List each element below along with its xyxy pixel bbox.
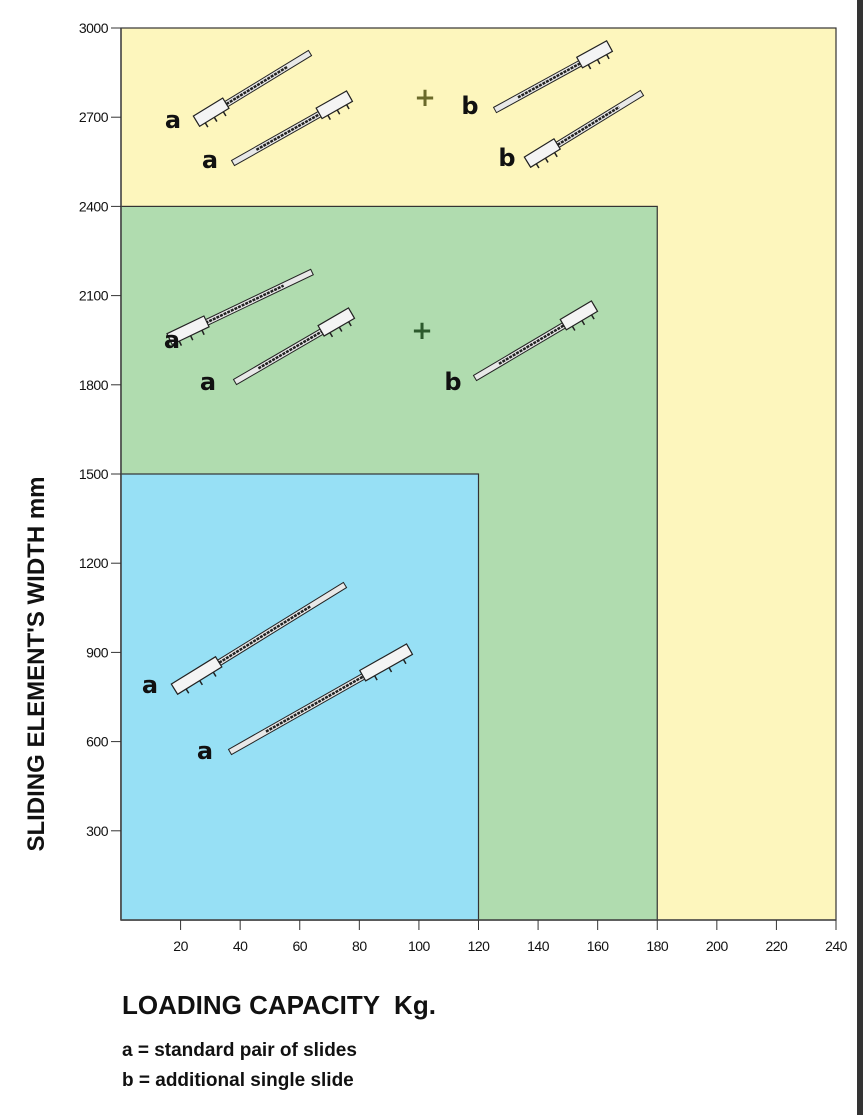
x-tick-label: 200 xyxy=(706,938,729,954)
plus-sign: + xyxy=(414,83,436,113)
slide-bearing xyxy=(550,105,620,151)
slide-screw xyxy=(345,104,350,110)
slide-screw xyxy=(189,335,194,341)
slide-bearing xyxy=(197,284,285,328)
slide-screw xyxy=(388,667,393,673)
slide-screw xyxy=(590,314,595,320)
label-b: b xyxy=(498,144,515,172)
slide-icon xyxy=(192,49,313,128)
slide-screw xyxy=(222,111,227,117)
y-tick-label: 2400 xyxy=(79,198,109,214)
y-tick-label: 1500 xyxy=(79,466,109,482)
x-tick-label: 180 xyxy=(646,938,669,954)
x-tick-label: 100 xyxy=(408,938,431,954)
slide-screw xyxy=(199,680,203,686)
slide-screw xyxy=(596,59,601,65)
slide-bearing xyxy=(517,58,588,99)
legend-b: b = additional single slide xyxy=(122,1070,354,1091)
slide-icon xyxy=(523,89,645,169)
slide-screw xyxy=(329,332,334,338)
x-tick-label: 160 xyxy=(587,938,610,954)
slide-icon xyxy=(166,268,314,346)
slide-icon xyxy=(492,40,614,114)
y-tick-label: 1200 xyxy=(79,555,109,571)
label-b: b xyxy=(444,368,461,396)
slide-icon xyxy=(227,643,414,756)
label-a: a xyxy=(165,106,181,134)
window-edge xyxy=(857,0,863,1115)
slide-bearing xyxy=(255,109,328,151)
y-tick-label: 2700 xyxy=(79,109,109,125)
x-tick-label: 60 xyxy=(292,938,307,954)
x-tick-label: 240 xyxy=(825,938,848,954)
slide-screw xyxy=(185,688,190,694)
slide-screw xyxy=(535,163,540,169)
slide-bracket xyxy=(317,307,356,337)
slide-screw xyxy=(553,152,558,158)
x-tick-label: 20 xyxy=(173,938,188,954)
slide-screw xyxy=(336,109,341,115)
slide-bracket xyxy=(192,97,230,128)
chart: 20 40 60 80 100 120 140 160 180 200 220 240 300 600 90… xyxy=(79,20,848,954)
slide-bracket xyxy=(559,300,599,331)
label-a: a xyxy=(202,146,218,174)
x-tick-label: 220 xyxy=(765,938,788,954)
slide-screw xyxy=(402,659,407,665)
slide-screw xyxy=(213,116,218,122)
slide-bracket xyxy=(575,40,614,69)
slide-screw xyxy=(544,157,549,163)
y-tick-label: 1800 xyxy=(79,377,109,393)
slide-screw xyxy=(178,340,183,346)
slide-bearing xyxy=(498,320,572,365)
slide-screw xyxy=(374,675,378,681)
region-blue xyxy=(120,473,480,921)
slide-bearing xyxy=(265,669,375,733)
x-tick-label: 140 xyxy=(527,938,550,954)
plus-sign: + xyxy=(411,316,433,346)
y-axis-label: SLIDING ELEMENT'S WIDTH mm xyxy=(23,476,50,852)
x-tick-label: 80 xyxy=(352,938,367,954)
slide-screw xyxy=(212,671,217,677)
slide-screw xyxy=(327,114,331,120)
y-tick-label: 3000 xyxy=(79,20,109,36)
x-tick-label: 40 xyxy=(233,938,248,954)
label-b: b xyxy=(461,92,478,120)
label-a: a xyxy=(197,737,213,765)
y-tick-label: 300 xyxy=(86,823,109,839)
slide-screw xyxy=(201,329,205,336)
label-a: a xyxy=(164,326,180,354)
y-tick-label: 600 xyxy=(86,734,109,750)
label-a: a xyxy=(200,368,216,396)
slide-screw xyxy=(348,321,352,327)
slide-icon xyxy=(472,300,599,382)
y-tick-label: 900 xyxy=(86,644,109,660)
x-axis-label: LOADING CAPACITY Kg. xyxy=(122,990,436,1020)
slide-bracket xyxy=(166,315,210,346)
slide-screw xyxy=(571,325,576,331)
x-tick-label: 120 xyxy=(468,938,491,954)
slide-bearing xyxy=(257,326,330,370)
slide-bracket xyxy=(358,643,414,682)
label-a: a xyxy=(142,671,158,699)
slide-icon xyxy=(170,581,348,696)
slide-screw xyxy=(605,54,610,60)
slide-bearing xyxy=(218,65,289,110)
y-tick-label: 2100 xyxy=(79,288,109,304)
legend-a: a = standard pair of slides xyxy=(122,1040,357,1061)
slide-screw xyxy=(204,122,209,128)
slide-icon xyxy=(232,307,356,386)
slide-screw xyxy=(581,320,586,326)
slide-screw xyxy=(338,326,343,332)
slide-icon xyxy=(230,90,354,167)
slide-screw xyxy=(587,64,592,70)
